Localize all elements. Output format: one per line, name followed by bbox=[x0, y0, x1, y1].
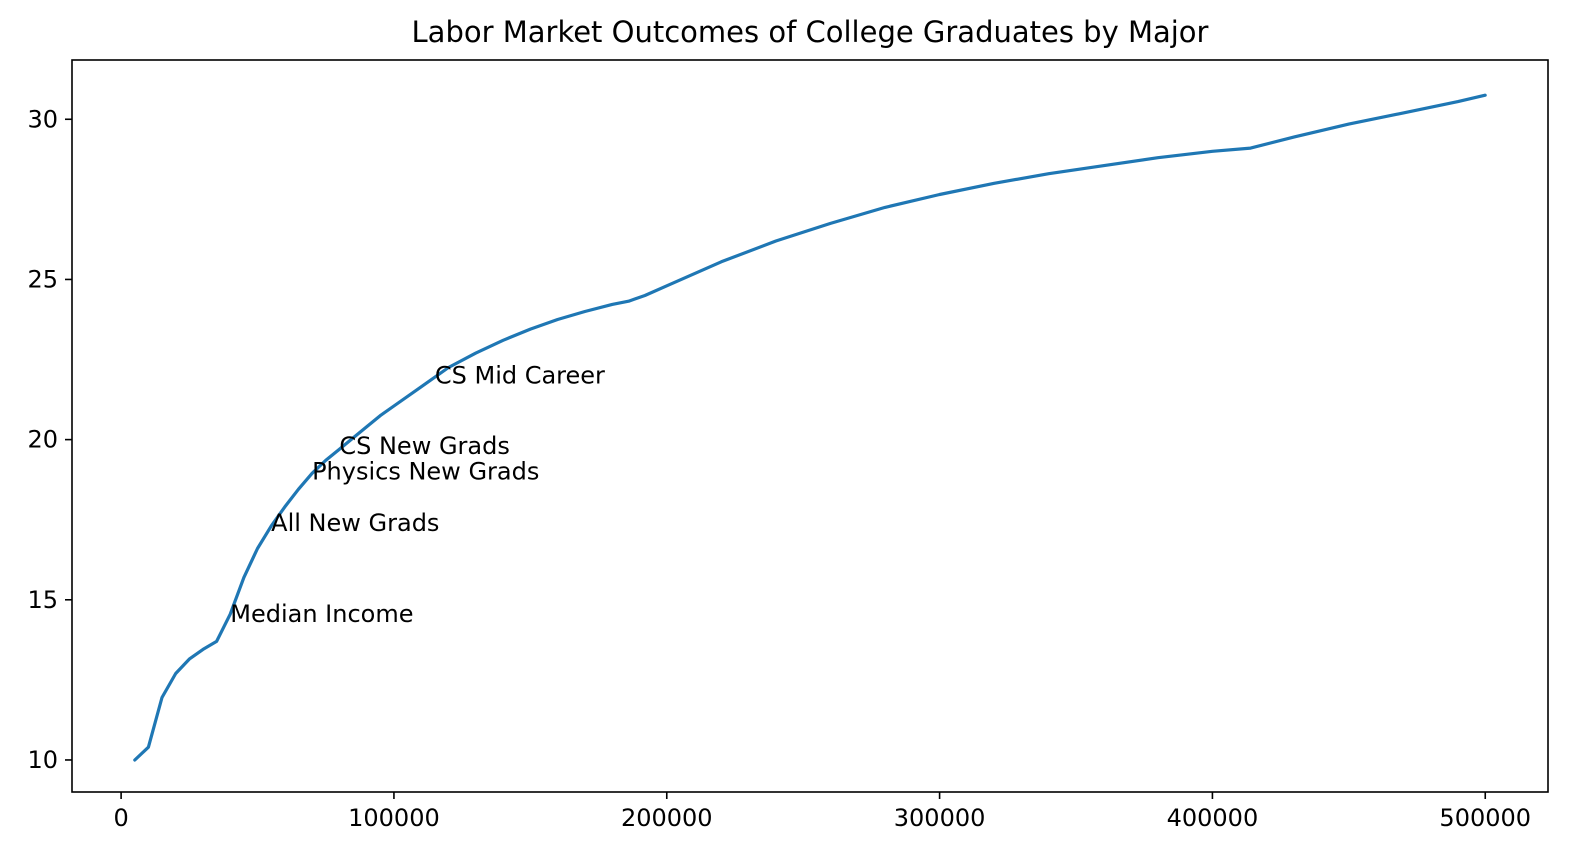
plot-frame bbox=[71, 59, 1549, 793]
x-tick-label-2: 200000 bbox=[621, 804, 713, 832]
y-tick-label-1: 15 bbox=[27, 586, 58, 614]
series-line-0 bbox=[133, 93, 1487, 762]
x-tick-label-3: 300000 bbox=[894, 804, 986, 832]
x-tick-label-0: 0 bbox=[113, 804, 128, 832]
annotation-0: CS Mid Career bbox=[435, 362, 605, 390]
y-tick-label-0: 10 bbox=[27, 746, 58, 774]
plot-area: 0 100000 200000 300000 400000 500000 10 15 20 25 3… bbox=[27, 59, 1549, 832]
x-tick-label-1: 100000 bbox=[348, 804, 440, 832]
x-tick-label-5: 500000 bbox=[1439, 804, 1531, 832]
annotation-4: Median Income bbox=[230, 600, 413, 628]
y-tick-label-2: 20 bbox=[27, 426, 58, 454]
x-tick-label-4: 400000 bbox=[1167, 804, 1259, 832]
y-tick-label-3: 25 bbox=[27, 265, 58, 293]
y-tick-label-4: 30 bbox=[27, 105, 58, 133]
annotation-1: CS New Grads bbox=[339, 432, 510, 460]
annotation-2: Physics New Grads bbox=[312, 458, 539, 486]
annotation-3: All New Grads bbox=[271, 509, 439, 537]
chart-title: Labor Market Outcomes of College Graduat… bbox=[412, 15, 1209, 49]
